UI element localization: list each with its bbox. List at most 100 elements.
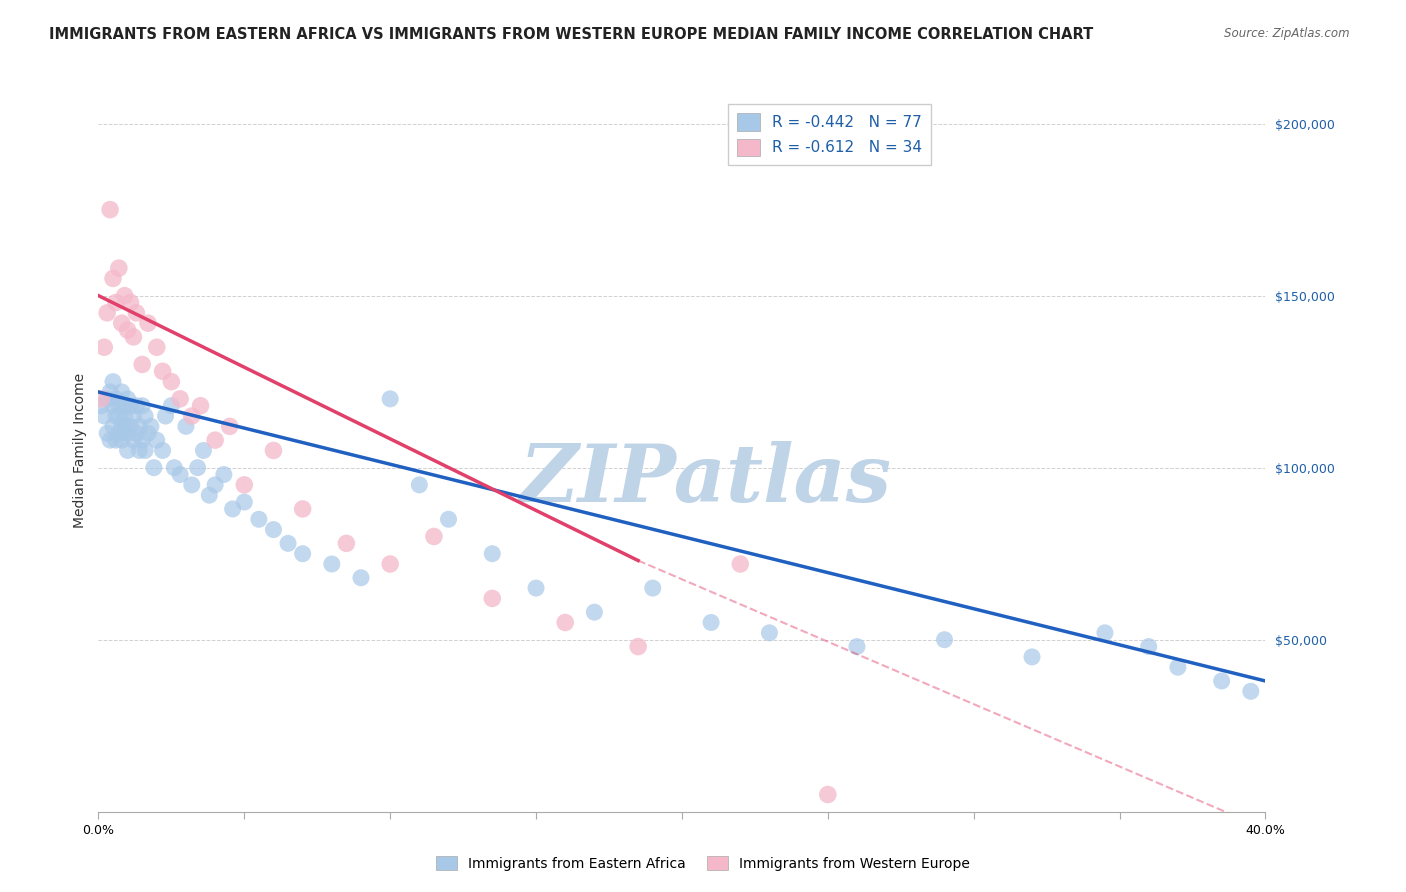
Point xyxy=(1167,660,1189,674)
Point xyxy=(104,392,127,406)
Point xyxy=(641,581,664,595)
Point xyxy=(93,340,115,354)
Point xyxy=(90,392,112,406)
Point xyxy=(108,261,131,276)
Point xyxy=(128,419,150,434)
Point xyxy=(117,426,139,441)
Point xyxy=(193,443,215,458)
Point xyxy=(111,419,134,434)
Point xyxy=(1021,649,1043,664)
Point xyxy=(120,399,142,413)
Point xyxy=(93,409,115,423)
Point xyxy=(350,571,373,585)
Point xyxy=(96,426,118,441)
Point xyxy=(481,547,503,561)
Point xyxy=(131,433,153,447)
Point xyxy=(101,375,124,389)
Point xyxy=(104,295,127,310)
Point xyxy=(524,581,547,595)
Text: IMMIGRANTS FROM EASTERN AFRICA VS IMMIGRANTS FROM WESTERN EUROPE MEDIAN FAMILY I: IMMIGRANTS FROM EASTERN AFRICA VS IMMIGR… xyxy=(49,27,1094,42)
Point xyxy=(146,433,169,447)
Point xyxy=(98,202,121,217)
Point xyxy=(233,478,256,492)
Point xyxy=(108,426,131,441)
Point xyxy=(554,615,576,630)
Point xyxy=(380,392,402,406)
Point xyxy=(204,478,226,492)
Point xyxy=(136,316,159,330)
Point xyxy=(125,306,148,320)
Point xyxy=(198,488,221,502)
Point xyxy=(114,409,136,423)
Point xyxy=(114,399,136,413)
Point xyxy=(190,399,212,413)
Point xyxy=(335,536,357,550)
Legend: R = -0.442   N = 77, R = -0.612   N = 34: R = -0.442 N = 77, R = -0.612 N = 34 xyxy=(727,104,931,165)
Point xyxy=(134,409,156,423)
Point xyxy=(291,502,314,516)
Point xyxy=(233,495,256,509)
Point xyxy=(846,640,869,654)
Point xyxy=(122,409,145,423)
Point xyxy=(131,399,153,413)
Point xyxy=(117,443,139,458)
Point xyxy=(104,433,127,447)
Point xyxy=(212,467,235,482)
Point xyxy=(128,443,150,458)
Point xyxy=(155,409,177,423)
Point xyxy=(146,340,169,354)
Point xyxy=(160,399,183,413)
Point xyxy=(120,295,142,310)
Point xyxy=(111,433,134,447)
Point xyxy=(111,316,134,330)
Point xyxy=(96,306,118,320)
Point xyxy=(291,547,314,561)
Point xyxy=(187,460,209,475)
Point xyxy=(408,478,430,492)
Point xyxy=(125,399,148,413)
Point xyxy=(437,512,460,526)
Point xyxy=(169,467,191,482)
Point xyxy=(98,433,121,447)
Point xyxy=(108,399,131,413)
Point xyxy=(108,409,131,423)
Point xyxy=(218,419,240,434)
Point xyxy=(122,330,145,344)
Point xyxy=(152,443,174,458)
Point xyxy=(111,384,134,399)
Point xyxy=(125,426,148,441)
Point xyxy=(174,419,197,434)
Point xyxy=(104,409,127,423)
Point xyxy=(180,478,202,492)
Point xyxy=(934,632,956,647)
Point xyxy=(321,557,343,571)
Point xyxy=(730,557,752,571)
Point xyxy=(221,502,243,516)
Point xyxy=(169,392,191,406)
Point xyxy=(117,392,139,406)
Point xyxy=(134,443,156,458)
Point xyxy=(1240,684,1263,698)
Point xyxy=(152,364,174,378)
Legend: Immigrants from Eastern Africa, Immigrants from Western Europe: Immigrants from Eastern Africa, Immigran… xyxy=(430,850,976,876)
Point xyxy=(247,512,270,526)
Point xyxy=(380,557,402,571)
Point xyxy=(262,443,284,458)
Point xyxy=(204,433,226,447)
Point xyxy=(101,271,124,285)
Text: Source: ZipAtlas.com: Source: ZipAtlas.com xyxy=(1225,27,1350,40)
Point xyxy=(1094,625,1116,640)
Point xyxy=(817,788,839,802)
Point xyxy=(1137,640,1160,654)
Point xyxy=(627,640,650,654)
Point xyxy=(114,288,136,302)
Point xyxy=(96,392,118,406)
Point xyxy=(101,419,124,434)
Point xyxy=(101,399,124,413)
Point xyxy=(142,460,165,475)
Point xyxy=(481,591,503,606)
Point xyxy=(758,625,780,640)
Point xyxy=(423,529,446,543)
Point xyxy=(136,426,159,441)
Point xyxy=(262,523,284,537)
